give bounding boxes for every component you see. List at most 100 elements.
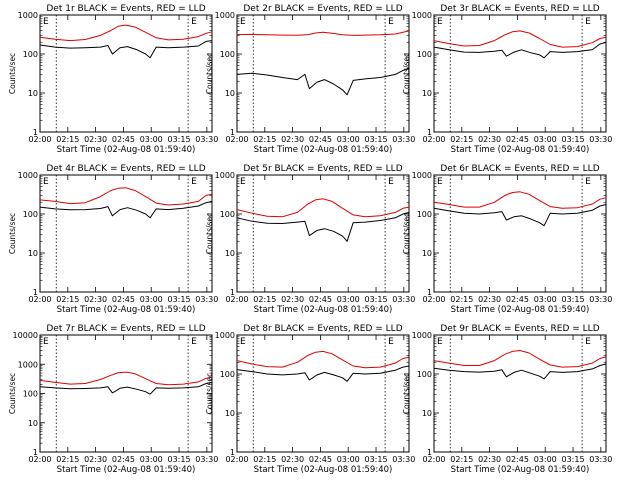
x-tick-label: 02:00 <box>422 135 445 144</box>
chart-panel-8: Det 8r BLACK = Events, RED = LLD E E 02:00 0… <box>205 324 415 475</box>
chart-panel-4: Det 4r BLACK = Events, RED = LLD E E 02:00 0… <box>8 164 218 315</box>
y-axis-label: Counts/sec <box>205 53 214 94</box>
y-tick-label: 1 <box>230 128 235 137</box>
x-tick-label: 02:15 <box>253 295 276 304</box>
x-tick-label: 02:15 <box>253 455 276 464</box>
y-tick-label: 100 <box>23 50 38 59</box>
events-series-line <box>433 363 607 380</box>
y-tick-label: 1 <box>33 128 38 137</box>
annotation-e: E <box>191 17 197 27</box>
lld-series-line <box>433 30 607 48</box>
y-tick-label: 1000 <box>18 171 38 180</box>
y-tick-label: 1000 <box>215 171 235 180</box>
x-tick-label: 02:45 <box>506 455 529 464</box>
y-tick-label: 100 <box>417 370 432 379</box>
x-tick-label: 02:00 <box>225 455 248 464</box>
x-tick-label: 03:00 <box>534 295 557 304</box>
chart-panel-3: Det 3r BLACK = Events, RED = LLD E E 02:00 0… <box>402 4 612 155</box>
y-tick-label: 1000 <box>412 331 432 340</box>
x-tick-label: 03:00 <box>140 455 163 464</box>
x-tick-label: 03:15 <box>168 135 191 144</box>
x-tick-label: 02:15 <box>56 295 79 304</box>
y-axis-label: Counts/sec <box>8 53 17 94</box>
lld-series-line <box>39 371 213 386</box>
events-series-line <box>433 41 607 59</box>
x-tick-label: 02:00 <box>28 295 51 304</box>
x-tick-label: 02:15 <box>253 135 276 144</box>
y-tick-label: 1000 <box>18 360 38 369</box>
x-tick-label: 02:00 <box>422 295 445 304</box>
y-tick-label: 10 <box>422 89 432 98</box>
x-tick-label: 03:30 <box>392 135 415 144</box>
x-tick-label: 02:45 <box>309 295 332 304</box>
annotation-e: E <box>437 177 443 187</box>
y-tick-label: 10000 <box>13 331 38 340</box>
x-tick-label: 03:30 <box>589 135 612 144</box>
annotation-e: E <box>191 177 197 187</box>
x-axis-label: Start Time (02-Aug-08 01:59:40) <box>254 465 393 475</box>
x-axis-label: Start Time (02-Aug-08 01:59:40) <box>57 305 196 315</box>
y-tick-label: 1 <box>427 288 432 297</box>
y-axis-label: Counts/sec <box>8 213 17 254</box>
y-tick-label: 1000 <box>215 331 235 340</box>
y-tick-label: 100 <box>417 50 432 59</box>
x-tick-label: 03:30 <box>589 295 612 304</box>
x-tick-label: 02:30 <box>281 135 304 144</box>
annotation-e: E <box>585 17 591 27</box>
events-series-line <box>433 204 607 227</box>
x-tick-label: 02:15 <box>56 455 79 464</box>
x-axis-label: Start Time (02-Aug-08 01:59:40) <box>57 465 196 475</box>
y-tick-label: 100 <box>220 370 235 379</box>
x-tick-label: 02:00 <box>225 295 248 304</box>
annotation-e: E <box>191 337 197 347</box>
plot-frame <box>39 14 213 133</box>
y-tick-label: 100 <box>220 210 235 219</box>
lld-series-line <box>236 198 410 218</box>
y-tick-label: 10 <box>225 409 235 418</box>
x-axis-label: Start Time (02-Aug-08 01:59:40) <box>254 305 393 315</box>
y-axis-label: Counts/sec <box>402 53 411 94</box>
annotation-e: E <box>585 337 591 347</box>
panel-title: Det 1r BLACK = Events, RED = LLD <box>46 4 205 14</box>
y-tick-label: 10 <box>422 249 432 258</box>
panel-title: Det 8r BLACK = Events, RED = LLD <box>243 324 402 334</box>
x-tick-label: 03:00 <box>337 295 360 304</box>
panel-title: Det 5r BLACK = Events, RED = LLD <box>243 164 402 174</box>
lld-series-line <box>433 191 607 209</box>
lld-series-line <box>39 187 213 206</box>
chart-panel-2: Det 2r BLACK = Events, RED = LLD E E 02:00 0… <box>205 4 415 155</box>
plot-frame <box>236 174 410 293</box>
x-axis-label: Start Time (02-Aug-08 01:59:40) <box>254 145 393 155</box>
x-tick-label: 03:00 <box>337 455 360 464</box>
x-tick-label: 02:45 <box>309 135 332 144</box>
y-tick-label: 1 <box>33 288 38 297</box>
x-tick-label: 02:30 <box>478 295 501 304</box>
x-tick-label: 02:30 <box>84 135 107 144</box>
x-tick-label: 02:30 <box>281 295 304 304</box>
y-tick-label: 10 <box>225 249 235 258</box>
y-axis-label: Counts/sec <box>205 373 214 414</box>
x-tick-label: 03:15 <box>365 295 388 304</box>
x-tick-label: 02:00 <box>225 135 248 144</box>
y-axis-label: Counts/sec <box>8 373 17 414</box>
x-tick-label: 02:45 <box>506 135 529 144</box>
chart-panel-6: Det 6r BLACK = Events, RED = LLD E E 02:00 0… <box>402 164 612 315</box>
plot-frame <box>236 14 410 133</box>
panel-title: Det 2r BLACK = Events, RED = LLD <box>243 4 402 14</box>
plot-frame <box>39 174 213 293</box>
y-tick-label: 10 <box>422 409 432 418</box>
y-tick-label: 10 <box>28 89 38 98</box>
x-tick-label: 03:15 <box>168 455 191 464</box>
y-axis-label: Counts/sec <box>402 213 411 254</box>
x-tick-label: 03:00 <box>534 455 557 464</box>
events-series-line <box>236 365 410 382</box>
panel-title: Det 6r BLACK = Events, RED = LLD <box>440 164 599 174</box>
chart-panel-9: Det 9r BLACK = Events, RED = LLD E E 02:00 0… <box>402 324 612 475</box>
x-axis-label: Start Time (02-Aug-08 01:59:40) <box>451 465 590 475</box>
chart-panel-7: Det 7r BLACK = Events, RED = LLD E E 02:00 0… <box>8 324 218 475</box>
annotation-e: E <box>240 177 246 187</box>
x-tick-label: 02:30 <box>478 135 501 144</box>
x-tick-label: 02:45 <box>112 455 135 464</box>
x-tick-label: 02:30 <box>84 295 107 304</box>
x-tick-label: 03:30 <box>195 295 218 304</box>
